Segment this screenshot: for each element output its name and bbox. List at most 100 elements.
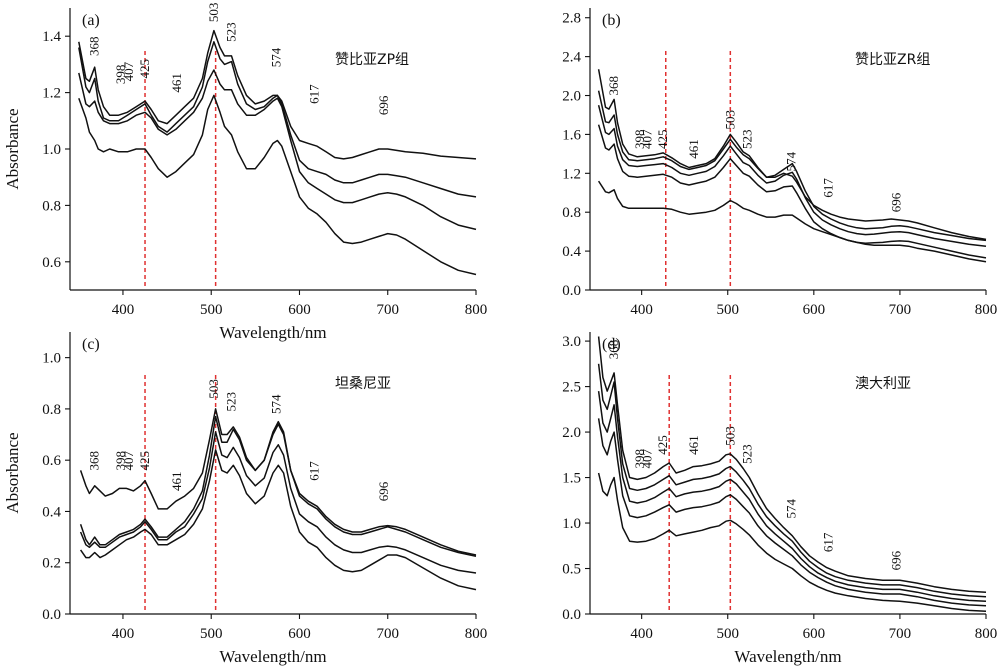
x-tick-label: 400	[112, 626, 135, 642]
y-tick-label: 2.8	[562, 11, 581, 27]
x-tick-label: 700	[889, 302, 912, 318]
y-tick-label: 0.5	[562, 562, 581, 578]
y-tick-label: 0.4	[42, 504, 61, 520]
panel-b: 400 500 600 700 800 0.0 0.4 0.8 1.2 1.6 2.0 2.4 2.8 (…	[562, 8, 997, 318]
peak-label: 368	[87, 36, 102, 56]
peak-label: 407	[121, 450, 136, 470]
x-tick-label: 600	[288, 302, 311, 318]
peak-label: 398	[632, 449, 647, 469]
x-tick-label: 600	[803, 626, 826, 642]
peak-label: 574	[269, 394, 284, 414]
spectrum-line	[78, 69, 477, 231]
x-tick-label: 800	[975, 626, 998, 642]
y-tick-label: 1.5	[562, 471, 581, 487]
x-axis-title: Wavelength/nm	[219, 647, 326, 666]
panel-c: 400 500 600 700 800 0.0 0.2 0.4 0.6 0.8 1.0 Wavelen…	[3, 332, 487, 666]
peak-label: 574	[269, 47, 284, 67]
x-tick-label: 800	[975, 302, 998, 318]
x-tick-label: 400	[630, 302, 653, 318]
peak-label: 368	[606, 340, 621, 360]
panel-label: (b)	[602, 12, 621, 29]
spectrum-line	[597, 418, 987, 607]
peak-label: 503	[206, 379, 221, 399]
panel-label: (c)	[82, 336, 100, 353]
region-title: 赞比亚ZP组	[335, 52, 409, 68]
peak-label: 696	[376, 95, 391, 115]
y-tick-label: 0.6	[42, 453, 61, 469]
spectrum-line	[597, 363, 987, 598]
peak-label: 407	[121, 61, 136, 81]
x-tick-label: 500	[716, 302, 739, 318]
x-axis-title: Wavelength/nm	[734, 647, 841, 666]
x-tick-label: 500	[200, 302, 223, 318]
y-tick-label: 1.4	[42, 29, 61, 45]
peak-label: 617	[306, 84, 321, 104]
x-axis-title: Wavelength/nm	[219, 323, 326, 342]
peak-label: 425	[137, 59, 152, 79]
spectrum-line	[79, 449, 477, 591]
peak-label: 617	[820, 178, 835, 198]
peak-label: 503	[722, 426, 737, 446]
spectrum-line	[597, 124, 987, 259]
peak-label: 461	[686, 435, 701, 455]
panel-label: (d)	[602, 336, 621, 353]
y-tick-label: 2.4	[562, 50, 581, 66]
y-tick-label: 1.2	[42, 86, 61, 102]
x-tick-label: 600	[288, 626, 311, 642]
spectrum-line	[79, 415, 477, 558]
peak-label: 523	[224, 22, 239, 42]
peak-label: 523	[224, 392, 239, 412]
x-tick-label: 800	[465, 626, 488, 642]
y-tick-label: 0.0	[562, 283, 581, 299]
peak-label: 368	[606, 76, 621, 96]
x-tick-label: 700	[376, 302, 399, 318]
peak-label: 574	[783, 151, 798, 171]
y-tick-label: 1.0	[42, 351, 61, 367]
peak-label: 407	[640, 448, 655, 468]
peak-label: 425	[655, 130, 670, 150]
spectrum-line	[79, 408, 477, 556]
peak-label: 398	[632, 130, 647, 150]
spectrum-line	[78, 41, 477, 198]
y-tick-label: 0.0	[42, 607, 61, 623]
y-tick-label: 2.5	[562, 380, 581, 396]
peak-label: 617	[306, 461, 321, 481]
peak-label: 407	[640, 129, 655, 149]
region-title: 坦桑尼亚	[335, 376, 391, 392]
x-tick-label: 500	[200, 626, 223, 642]
panel-a: 400 500 600 700 800 0.6 0.8 1.0 1.2 1.4 Wavelength…	[3, 3, 487, 342]
panel-label: (a)	[82, 12, 100, 29]
peak-label: 696	[888, 192, 903, 212]
y-tick-label: 0.6	[42, 255, 61, 271]
y-tick-label: 0.8	[562, 205, 581, 221]
y-tick-label: 0.8	[42, 198, 61, 214]
spectrum-line	[597, 390, 987, 603]
peak-label: 696	[888, 550, 903, 570]
y-axis-title: Absorbance	[3, 108, 22, 189]
x-tick-label: 600	[803, 302, 826, 318]
peak-label: 503	[722, 110, 737, 130]
y-tick-label: 1.2	[562, 166, 581, 182]
spectrum-line	[79, 431, 477, 574]
peak-label: 425	[137, 451, 152, 471]
y-axis-title: Absorbance	[3, 432, 22, 513]
peak-label: 461	[686, 139, 701, 159]
peak-label: 523	[740, 444, 755, 464]
spectrum-line	[78, 29, 477, 160]
x-tick-label: 700	[376, 626, 399, 642]
y-tick-label: 0.0	[562, 607, 581, 623]
peak-label: 425	[655, 435, 670, 455]
peak-label: 368	[87, 451, 102, 471]
spectrum-line	[597, 180, 987, 263]
y-tick-label: 1.0	[42, 142, 61, 158]
y-tick-label: 1.6	[562, 127, 581, 143]
x-tick-label: 800	[465, 302, 488, 318]
peak-label: 461	[169, 471, 184, 491]
y-tick-label: 3.0	[562, 334, 581, 350]
spectrum-line	[597, 472, 987, 613]
x-tick-label: 400	[112, 302, 135, 318]
spectrum-line	[597, 336, 987, 593]
x-tick-label: 700	[889, 626, 912, 642]
peak-label: 461	[169, 73, 184, 93]
